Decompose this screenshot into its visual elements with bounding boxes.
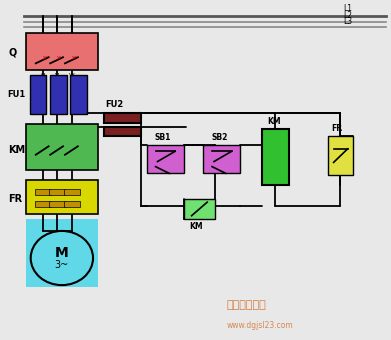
FancyBboxPatch shape (64, 201, 80, 207)
FancyBboxPatch shape (30, 75, 46, 114)
FancyBboxPatch shape (49, 201, 65, 207)
Text: KM: KM (8, 145, 25, 155)
Text: SB2: SB2 (211, 133, 228, 142)
Text: u: u (41, 72, 45, 78)
Text: KM: KM (267, 117, 281, 126)
Text: 电工技术之家: 电工技术之家 (227, 301, 266, 310)
Text: SB1: SB1 (154, 133, 171, 142)
Text: FU2: FU2 (105, 100, 123, 109)
Text: L1: L1 (344, 3, 353, 13)
FancyBboxPatch shape (203, 144, 240, 173)
Text: w: w (69, 72, 75, 78)
FancyBboxPatch shape (26, 219, 98, 287)
Text: FU1: FU1 (8, 90, 26, 99)
FancyBboxPatch shape (26, 33, 98, 70)
FancyBboxPatch shape (70, 75, 87, 114)
FancyBboxPatch shape (49, 189, 65, 196)
Text: ×: × (70, 56, 76, 62)
Text: ×: × (55, 56, 61, 62)
Text: L3: L3 (344, 17, 353, 27)
Text: ×: × (41, 56, 47, 62)
FancyBboxPatch shape (35, 201, 50, 207)
Text: v: v (55, 72, 59, 78)
FancyBboxPatch shape (64, 189, 80, 196)
FancyBboxPatch shape (104, 113, 141, 123)
Circle shape (31, 231, 93, 285)
FancyBboxPatch shape (262, 129, 289, 185)
Text: KM: KM (189, 222, 203, 232)
FancyBboxPatch shape (26, 124, 98, 170)
Text: Q: Q (9, 47, 17, 57)
FancyBboxPatch shape (147, 144, 184, 173)
Text: www.dgjsl23.com: www.dgjsl23.com (227, 321, 293, 330)
FancyBboxPatch shape (50, 75, 66, 114)
Text: FR: FR (8, 194, 22, 204)
Text: FR: FR (331, 124, 342, 133)
Text: M: M (55, 246, 69, 260)
FancyBboxPatch shape (104, 127, 141, 136)
Text: L2: L2 (344, 11, 353, 20)
FancyBboxPatch shape (35, 189, 50, 196)
FancyBboxPatch shape (26, 180, 98, 214)
FancyBboxPatch shape (184, 199, 215, 219)
FancyBboxPatch shape (328, 136, 353, 175)
Text: 3~: 3~ (55, 260, 69, 270)
